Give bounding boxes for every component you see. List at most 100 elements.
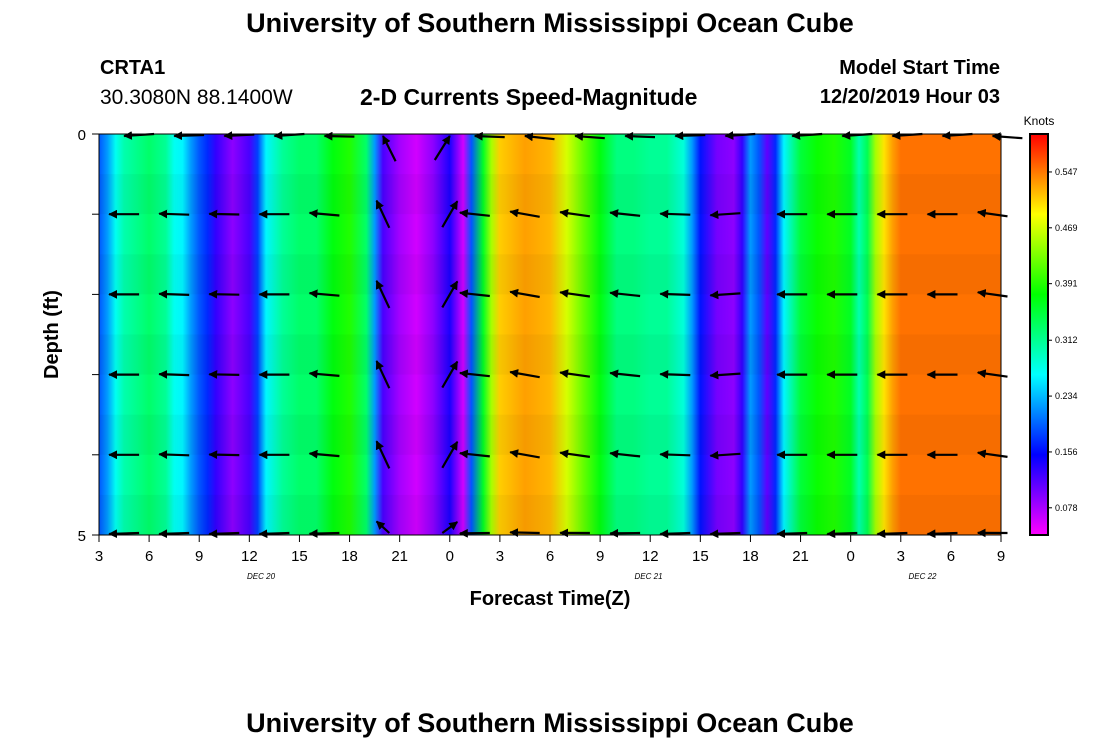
- colorbar-tick-label: 0.234: [1055, 391, 1078, 401]
- current-vector: [308, 529, 340, 538]
- depth-band: [99, 335, 1001, 375]
- current-vector: [509, 449, 540, 459]
- current-vector: [375, 520, 391, 534]
- current-vector: [158, 369, 190, 379]
- current-vector: [158, 450, 190, 459]
- current-vector: [709, 450, 741, 460]
- current-vector: [375, 440, 391, 469]
- current-vector: [709, 290, 741, 300]
- current-vector: [524, 132, 555, 142]
- current-vector: [173, 131, 205, 141]
- current-vector: [674, 131, 706, 141]
- x-tick-label: 15: [692, 548, 709, 565]
- colorbar-tick-label: 0.078: [1055, 503, 1078, 513]
- model-start-label: Model Start Time: [839, 57, 1000, 79]
- current-vector: [158, 289, 190, 299]
- current-vector: [208, 529, 240, 539]
- current-vector: [709, 210, 741, 220]
- current-vector: [208, 289, 240, 299]
- depth-band: [99, 415, 1001, 455]
- current-vector: [709, 370, 741, 380]
- current-vector: [976, 449, 1008, 459]
- current-vectors: [108, 131, 1023, 539]
- x-tick-label: 18: [742, 548, 759, 565]
- current-vector: [441, 521, 459, 534]
- x-tick-label: 21: [391, 548, 408, 565]
- y-tick-label: 0: [78, 127, 86, 144]
- current-vector: [609, 369, 641, 379]
- current-vector: [509, 528, 540, 537]
- current-vector: [308, 369, 340, 379]
- current-vector: [609, 449, 641, 459]
- current-vector: [459, 449, 490, 459]
- current-vector: [258, 529, 290, 539]
- x-tick-label: 3: [95, 548, 103, 565]
- x-tick-label: 12: [241, 548, 258, 565]
- current-vector: [459, 209, 490, 218]
- current-vector: [108, 529, 140, 539]
- y-tick-label: 5: [78, 528, 86, 545]
- current-vector: [976, 369, 1008, 378]
- current-vector: [559, 208, 591, 218]
- current-vector: [559, 449, 591, 459]
- x-tick-label: 0: [846, 548, 854, 565]
- current-vector: [208, 370, 240, 379]
- current-vector: [624, 131, 656, 141]
- colorbar-label: Knots: [1024, 114, 1055, 128]
- x-tick-label: 0: [446, 548, 454, 565]
- x-tick-label: 6: [145, 548, 153, 565]
- page-title: University of Southern Mississippi Ocean…: [246, 8, 854, 38]
- current-vector: [158, 529, 190, 539]
- date-label: DEC 22: [908, 572, 937, 581]
- current-vector: [559, 289, 591, 298]
- current-vector: [659, 450, 691, 459]
- current-vector: [709, 529, 741, 539]
- current-vector: [208, 209, 240, 219]
- heatmap-field: [99, 134, 1001, 535]
- x-tick-label: 9: [195, 548, 203, 565]
- current-vector: [876, 529, 908, 539]
- colorbar-tick-label: 0.312: [1055, 335, 1078, 345]
- current-vector: [509, 369, 540, 379]
- x-axis-label: Forecast Time(Z): [470, 588, 631, 610]
- current-vector: [433, 135, 451, 161]
- x-tick-label: 15: [291, 548, 308, 565]
- current-vector: [459, 289, 490, 299]
- current-vector: [976, 208, 1008, 218]
- colorbar-tick-label: 0.391: [1055, 279, 1078, 289]
- footer-title: University of Southern Mississippi Ocean…: [246, 708, 854, 738]
- date-label: DEC 21: [635, 572, 663, 581]
- current-vector: [659, 209, 691, 219]
- current-vector: [375, 280, 391, 309]
- x-tick-label: 9: [997, 548, 1005, 565]
- current-vector: [441, 280, 459, 308]
- x-tick-label: 3: [496, 548, 504, 565]
- current-vector: [375, 199, 391, 229]
- current-vector: [308, 289, 340, 299]
- current-vector: [659, 529, 691, 539]
- current-vector: [509, 208, 540, 218]
- current-vector: [609, 209, 641, 218]
- current-vector: [308, 209, 340, 218]
- depth-band: [99, 254, 1001, 294]
- current-vector: [308, 449, 340, 459]
- current-vector: [158, 209, 190, 219]
- colorbar-tick-label: 0.547: [1055, 167, 1078, 177]
- x-axis: 3 6 9 12 15 18 21 0 3 6 9 12 15 18 21 0 3 6 9 DEC 20 DEC 21 D…: [95, 535, 1005, 581]
- current-vector: [223, 131, 255, 140]
- colorbar-scale: [1029, 133, 1049, 536]
- depth-band: [99, 495, 1001, 535]
- current-vector: [509, 288, 540, 299]
- depth-band: [99, 174, 1001, 214]
- date-label: DEC 20: [247, 572, 276, 581]
- current-vector: [991, 132, 1023, 141]
- model-start-value: 12/20/2019 Hour 03: [819, 86, 1000, 108]
- station-id: CRTA1: [100, 57, 166, 79]
- current-vector: [659, 289, 691, 299]
- x-tick-label: 3: [897, 548, 905, 565]
- station-coordinates: 30.3080N 88.1400W: [100, 86, 293, 109]
- current-vector: [574, 132, 605, 141]
- x-tick-label: 6: [947, 548, 955, 565]
- y-axis: 05: [78, 127, 99, 545]
